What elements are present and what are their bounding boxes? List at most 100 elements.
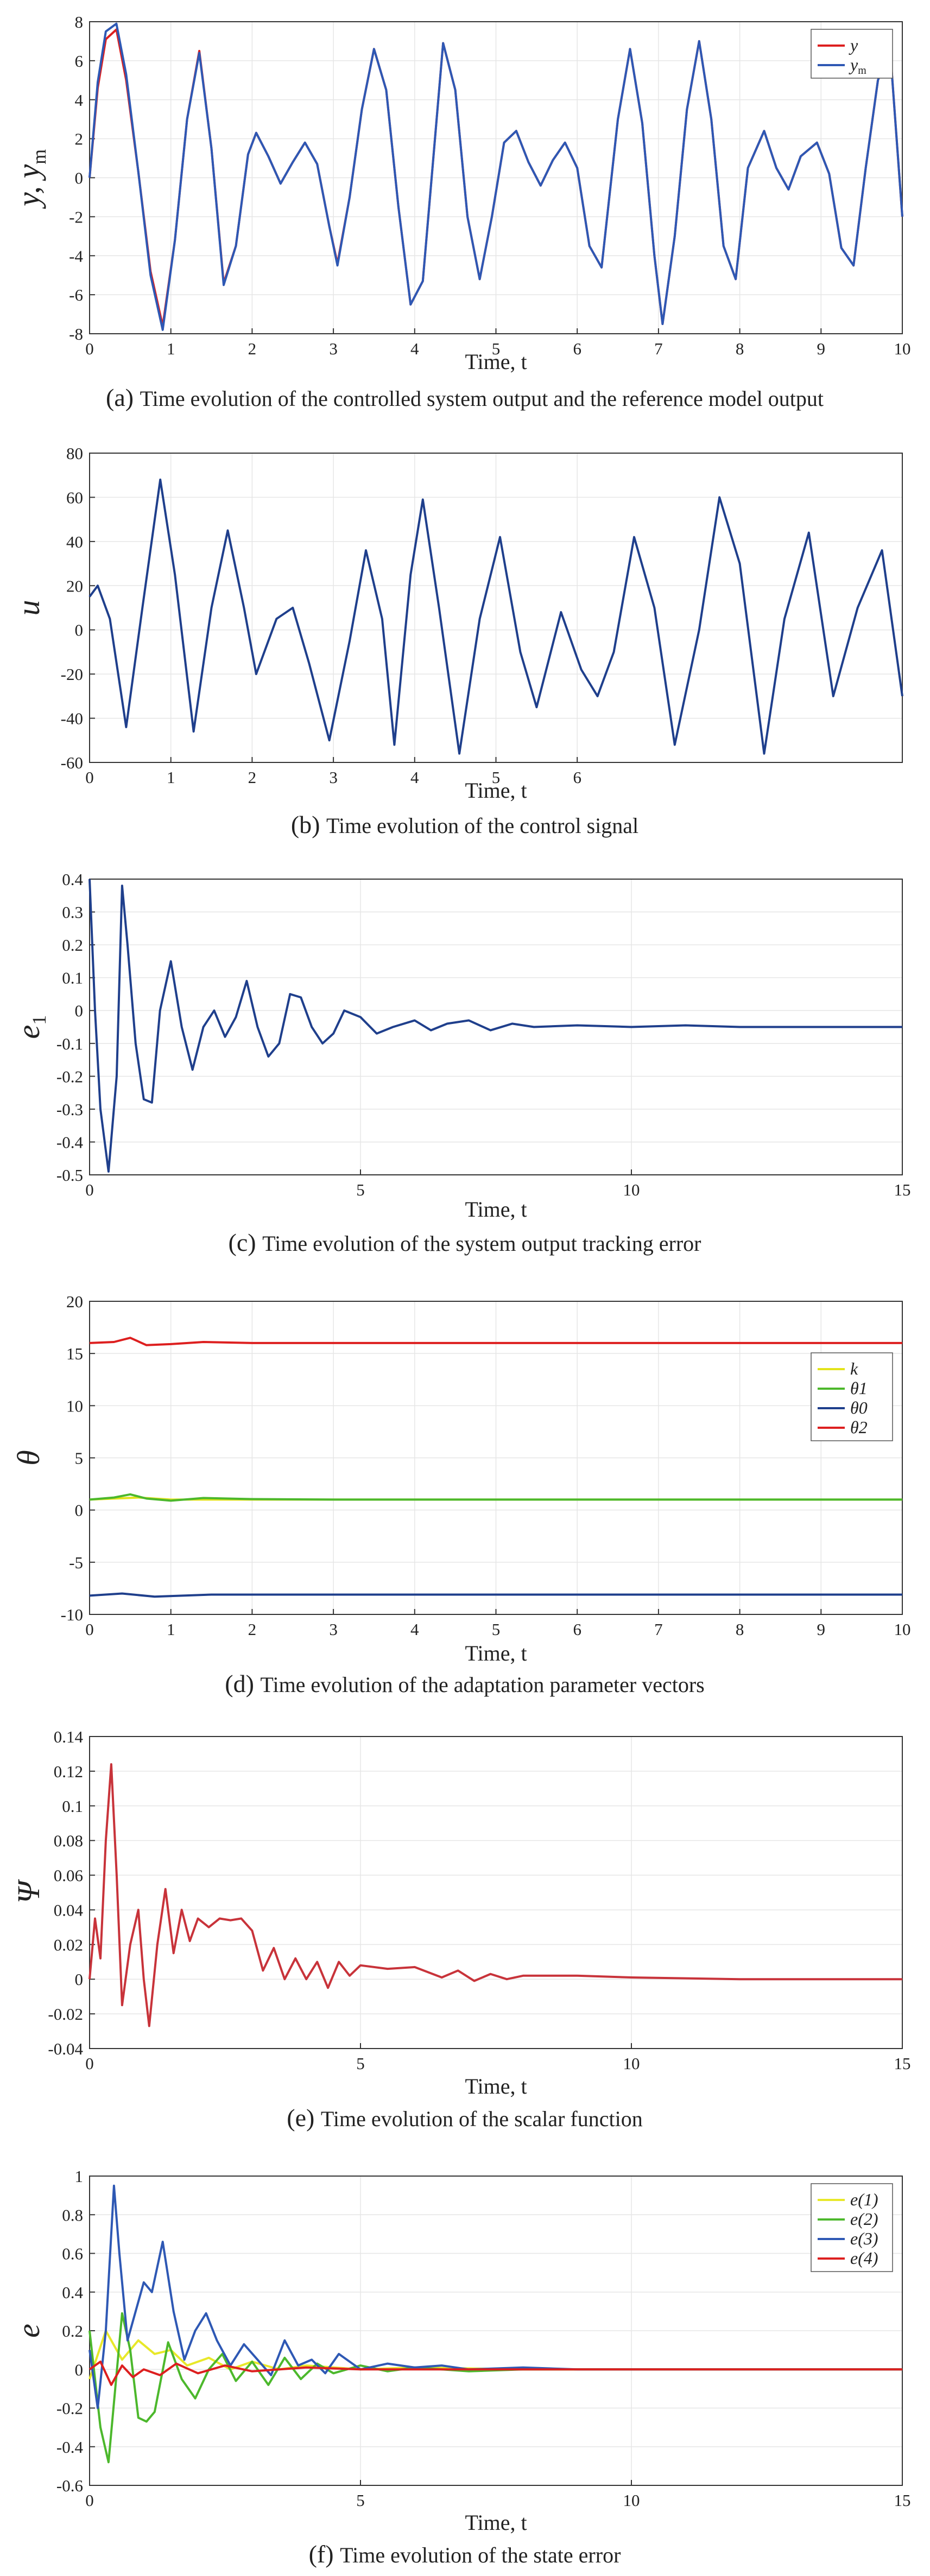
y-tick-label: 0.8: [62, 2205, 83, 2224]
chart-caption: (e) Time evolution of the scalar functio…: [287, 2104, 642, 2132]
y-tick-label: 0: [75, 2360, 84, 2379]
y-tick-label: 20: [66, 576, 83, 595]
y-tick-label: 0.4: [62, 2283, 83, 2302]
y-tick-label: 40: [66, 532, 83, 551]
x-tick-label: 10: [894, 339, 911, 358]
y-tick-label: -0.6: [56, 2476, 83, 2495]
series-line-1: [89, 1493, 902, 1502]
chart-panel-f: 0 5 10 15 -0.6 -0.4 -0.2 0 0.2 0.4 0.6 0.8 1 Time, t e…: [11, 2167, 911, 2568]
x-tick-label: 0: [85, 2054, 94, 2073]
chart-caption: (a) Time evolution of the controlled sys…: [106, 384, 824, 411]
y-tick-label: -6: [69, 285, 83, 304]
legend-entry: k: [850, 1359, 858, 1378]
y-tick-label: 0: [75, 1970, 84, 1989]
x-tick-label: 7: [654, 1620, 663, 1639]
x-tick-label: 9: [817, 1620, 826, 1639]
chart-panel-c: 0 5 10 15 -0.5 -0.4 -0.3 -0.2 -0.1 0 0.1 0.2 0.3 0.4 T…: [11, 870, 911, 1256]
y-axis-label: e1: [11, 1015, 50, 1039]
legend-box: [811, 29, 893, 79]
x-tick-label: 6: [573, 1620, 581, 1639]
chart-panel-d: 0 1 2 3 4 5 6 7 8 9 10 -10 -5 0 5 10 15 20 Time, t θ (d) Tim…: [11, 1292, 911, 1697]
y-tick-label: 0: [75, 1501, 84, 1520]
y-tick-label: 8: [75, 12, 84, 31]
x-tick-label: 7: [654, 339, 663, 358]
y-tick-label: 0.2: [62, 2321, 83, 2340]
legend-entry: θ2: [850, 1417, 868, 1437]
y-tick-label: -10: [61, 1605, 83, 1624]
y-tick-label: -2: [69, 207, 83, 226]
x-tick-label: 9: [817, 339, 826, 358]
x-tick-label: 1: [167, 339, 175, 358]
y-axis-label: y, ym: [11, 149, 50, 209]
x-tick-label: 5: [356, 2491, 365, 2510]
legend-entry: y: [849, 35, 858, 55]
x-tick-label: 4: [410, 1620, 419, 1639]
x-tick-label: 5: [492, 768, 501, 787]
y-axis-label: e: [11, 2324, 46, 2338]
x-tick-label: 2: [248, 339, 257, 358]
legend: e(1)e(2)e(3)e(4): [811, 2183, 893, 2272]
y-tick-label: 0.1: [62, 1797, 83, 1816]
y-tick-label: 0.08: [54, 1831, 83, 1850]
y-tick-label: -40: [61, 709, 83, 728]
chart-panel-a: 0 1 2 3 4 5 6 7 8 9 10 -8 -6 -4 -2 0 2 4 6 8 Time, t y, ym (a)…: [11, 12, 911, 411]
y-tick-label: 0.4: [62, 870, 83, 889]
x-tick-label: 10: [623, 2054, 640, 2073]
x-axis-label: Time, t: [465, 778, 527, 803]
y-tick-label: -20: [61, 665, 83, 684]
x-axis-label: Time, t: [465, 1641, 527, 1665]
x-tick-label: 3: [329, 1620, 338, 1639]
x-tick-label: 4: [410, 768, 419, 787]
y-tick-label: 20: [66, 1292, 83, 1311]
legend-entry: e(3): [850, 2229, 878, 2248]
x-tick-label: 5: [492, 1620, 501, 1639]
x-tick-label: 6: [573, 339, 581, 358]
y-tick-label: -8: [69, 325, 83, 344]
x-tick-label: 0: [85, 2491, 94, 2510]
x-tick-label: 5: [492, 339, 501, 358]
y-tick-label: -0.4: [56, 2438, 84, 2457]
x-axis-label: Time, t: [465, 2074, 527, 2098]
y-tick-label: 0.12: [54, 1762, 83, 1781]
y-tick-label: -0.2: [56, 1067, 83, 1086]
y-tick-label: -60: [61, 753, 83, 772]
legend-entry: θ1: [850, 1378, 868, 1398]
x-tick-label: 8: [736, 1620, 744, 1639]
series-line-0: [88, 879, 902, 1173]
y-tick-label: 0.1: [62, 969, 83, 988]
x-tick-label: 5: [356, 2054, 365, 2073]
series-line-0: [88, 2330, 902, 2380]
legend-box: [811, 1352, 893, 1441]
y-tick-label: -0.04: [48, 2039, 83, 2058]
x-tick-label: 4: [410, 339, 419, 358]
legend-entry: ym: [849, 55, 866, 77]
series-line-2: [88, 2184, 902, 2409]
y-tick-label: 1: [75, 2167, 84, 2186]
legend: yym: [811, 29, 893, 79]
legend-box: [811, 2183, 893, 2272]
y-tick-label: -0.1: [56, 1034, 83, 1053]
x-tick-label: 3: [329, 768, 338, 787]
legend-entry: e(2): [850, 2209, 878, 2229]
series-line-0: [88, 1763, 902, 2027]
axes-frame: [89, 1736, 903, 2049]
x-tick-label: 0: [85, 1620, 94, 1639]
y-tick-label: 2: [75, 130, 84, 149]
chart-panel-b: 0 1 2 3 4 5 6 -60 -40 -20 0 20 40 60 80 Time, t u (b) Tim…: [11, 444, 903, 838]
x-tick-label: 8: [736, 339, 744, 358]
series-line-3: [89, 1337, 902, 1346]
x-tick-label: 10: [894, 1620, 911, 1639]
y-tick-label: 0.02: [54, 1935, 83, 1954]
x-tick-label: 15: [894, 2491, 911, 2510]
x-axis-label: Time, t: [465, 349, 527, 374]
x-tick-label: 2: [248, 1620, 257, 1639]
y-axis-label: θ: [11, 1450, 46, 1466]
y-tick-label: 0.3: [62, 903, 83, 922]
y-tick-label: 10: [66, 1396, 83, 1415]
x-tick-label: 0: [85, 768, 94, 787]
x-tick-label: 5: [356, 1180, 365, 1199]
chart-caption: (b) Time evolution of the control signal: [291, 811, 638, 838]
y-tick-label: 0.6: [62, 2244, 83, 2263]
